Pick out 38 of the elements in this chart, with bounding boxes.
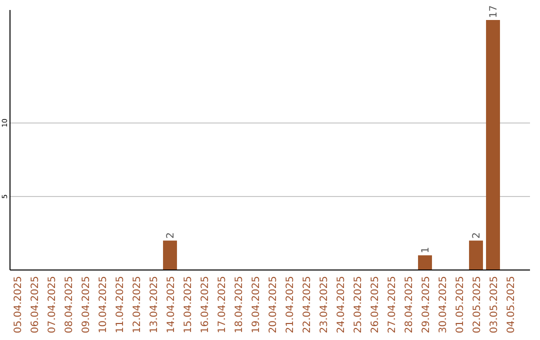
- x-tick-label: 01.05.2025: [455, 276, 466, 334]
- x-tick-label: 22.04.2025: [302, 276, 313, 334]
- x-tick-label: 26.04.2025: [370, 276, 381, 334]
- x-tick-label: 04.05.2025: [506, 276, 517, 334]
- x-tick-label: 02.05.2025: [472, 276, 483, 334]
- x-tick-label: 30.04.2025: [438, 276, 449, 334]
- x-tick-label: 09.04.2025: [81, 276, 92, 334]
- x-tick-label: 08.04.2025: [64, 276, 75, 334]
- x-tick-label: 27.04.2025: [387, 276, 398, 334]
- x-tick-label: 25.04.2025: [353, 276, 364, 334]
- x-tick-label: 16.04.2025: [200, 276, 211, 334]
- x-tick-label: 19.04.2025: [251, 276, 262, 334]
- x-tick-label: 15.04.2025: [183, 276, 194, 334]
- x-tick-label: 20.04.2025: [268, 276, 279, 334]
- x-tick-label: 18.04.2025: [234, 276, 245, 334]
- x-tick-label: 12.04.2025: [132, 276, 143, 334]
- x-tick-label: 14.04.2025: [166, 276, 177, 334]
- x-tick-label: 11.04.2025: [115, 276, 126, 334]
- x-tick-label: 17.04.2025: [217, 276, 228, 334]
- x-tick-label: 03.05.2025: [489, 276, 500, 334]
- data-label: 1: [420, 246, 432, 254]
- data-label: 2: [472, 232, 482, 239]
- bar: [418, 255, 432, 270]
- bar: [486, 20, 500, 270]
- bar: [469, 240, 483, 270]
- x-tick-label: 21.04.2025: [285, 276, 296, 334]
- x-tick-label: 24.04.2025: [336, 276, 347, 334]
- x-tick-label: 13.04.2025: [149, 276, 160, 334]
- bar: [163, 240, 177, 270]
- x-tick-label: 29.04.2025: [421, 276, 432, 334]
- x-tick-label: 23.04.2025: [319, 276, 330, 334]
- x-tick-label: 05.04.2025: [13, 276, 24, 334]
- data-label: 17: [488, 5, 500, 18]
- x-tick-label: 07.04.2025: [47, 276, 58, 334]
- data-label: 2: [166, 232, 176, 239]
- x-tick-label: 10.04.2025: [98, 276, 109, 334]
- x-tick-label: 06.04.2025: [30, 276, 41, 334]
- x-tick-label: 28.04.2025: [404, 276, 415, 334]
